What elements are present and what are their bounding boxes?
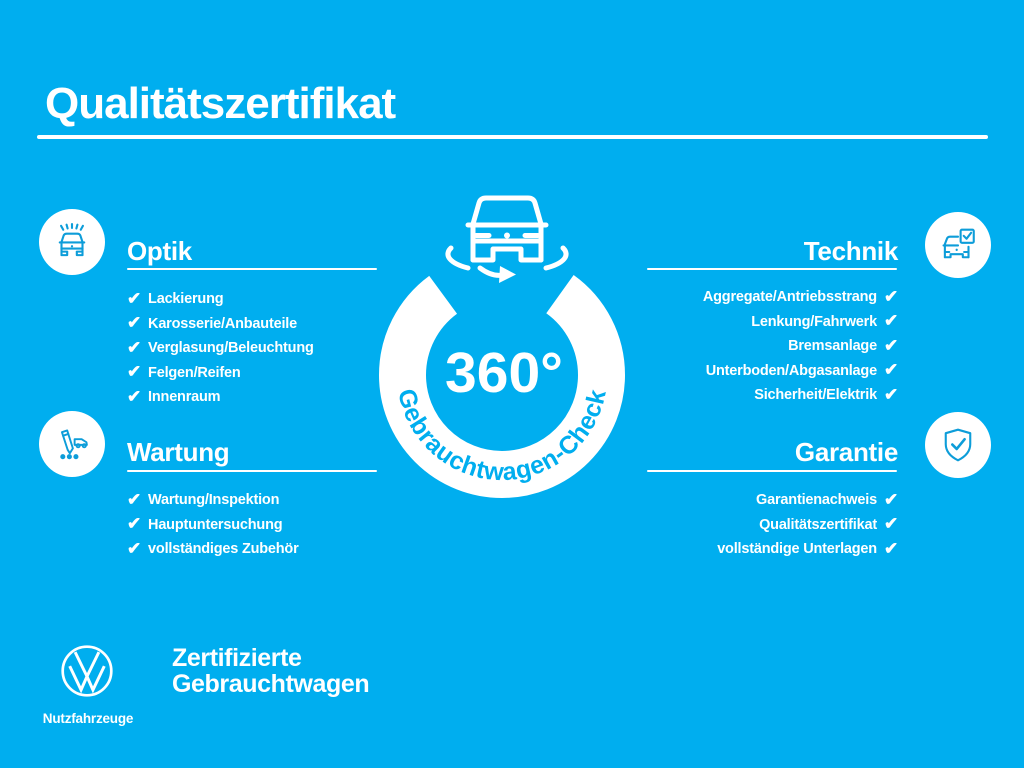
section-title-technik: Technik [803, 236, 899, 266]
checklist-optik: ✔ Lackierung ✔ Karosserie/Anbauteile ✔ Verg… [127, 287, 314, 410]
checklist-item: vollständige Unterlagen ✔ [717, 537, 898, 562]
check-icon: ✔ [883, 538, 898, 558]
checklist-item-label: Bremsanlage [788, 338, 877, 355]
checklist-item-label: Verglasung/Beleuchtung [148, 340, 314, 357]
check-icon: ✔ [127, 514, 142, 534]
checklist-item-label: Innenraum [148, 389, 221, 406]
check-icon: ✔ [127, 337, 142, 357]
footer-tagline: Zertifizierte Gebrauchtwagen [172, 644, 370, 698]
degrees-label: 360° [445, 341, 563, 405]
section-divider [647, 470, 897, 472]
checklist-item-label: Hauptuntersuchung [148, 516, 283, 533]
check-icon: ✔ [883, 360, 898, 380]
ring-shape [379, 252, 625, 498]
checklist-item: ✔ vollständiges Zubehör [127, 537, 299, 562]
checklist-item: Unterboden/Abgasanlage ✔ [706, 359, 898, 384]
check-icon: ✔ [883, 311, 898, 331]
section-divider [127, 268, 377, 270]
checklist-item: ✔ Verglasung/Beleuchtung [127, 336, 314, 361]
check-icon: ✔ [883, 489, 898, 509]
section-divider [127, 470, 377, 472]
pencil-checklist-icon [39, 411, 105, 477]
car-checkbox-icon [925, 212, 991, 278]
checklist-item: ✔ Karosserie/Anbauteile [127, 312, 314, 337]
check-icon: ✔ [883, 384, 898, 404]
checklist-item: Sicherheit/Elektrik ✔ [754, 383, 898, 408]
title-divider [37, 135, 988, 139]
check-icon: ✔ [127, 386, 142, 406]
checklist-item: ✔ Felgen/Reifen [127, 361, 314, 386]
checklist-item: ✔ Innenraum [127, 385, 314, 410]
checklist-item: Aggregate/Antriebsstrang ✔ [703, 285, 898, 310]
checklist-item-label: vollständige Unterlagen [717, 541, 877, 558]
checklist-technik: Aggregate/Antriebsstrang ✔ Lenkung/Fahrwe… [703, 285, 898, 408]
checklist-item-label: Aggregate/Antriebsstrang [702, 289, 877, 306]
check-icon: ✔ [883, 514, 898, 534]
checklist-item: Lenkung/Fahrwerk ✔ [751, 310, 898, 335]
checklist-item-label: Lackierung [148, 291, 224, 308]
checklist-item: ✔ Hauptuntersuchung [127, 513, 299, 538]
checklist-wartung: ✔ Wartung/Inspektion ✔ Hauptuntersuchung ✔… [127, 488, 299, 562]
check-icon: ✔ [127, 362, 142, 382]
checklist-item-label: Karosserie/Anbauteile [148, 315, 297, 332]
checklist-garantie: Garantienachweis ✔ Qualitätszertifikat ✔ v… [717, 488, 898, 562]
checklist-item: Qualitätszertifikat ✔ [759, 513, 898, 538]
page-title: Qualitätszertifikat [45, 79, 396, 129]
checklist-item-label: Felgen/Reifen [148, 364, 241, 381]
checklist-item: Garantienachweis ✔ [756, 488, 898, 513]
brand-label: Nutzfahrzeuge [42, 711, 134, 726]
section-title-wartung: Wartung [127, 437, 230, 467]
checklist-item-label: Unterboden/Abgasanlage [705, 362, 877, 379]
check-icon: ✔ [127, 288, 142, 308]
check-icon: ✔ [127, 489, 142, 509]
section-title-garantie: Garantie [794, 437, 898, 467]
checklist-item-label: Sicherheit/Elektrik [754, 387, 877, 404]
checklist-item-label: vollständiges Zubehör [148, 541, 299, 558]
footer-tagline-line2: Gebrauchtwagen [172, 669, 370, 698]
checklist-item: ✔ Lackierung [127, 287, 314, 312]
checklist-item-label: Wartung/Inspektion [148, 492, 280, 509]
section-title-optik: Optik [127, 236, 192, 266]
van-rotation-icon [445, 195, 569, 283]
section-divider [647, 268, 897, 270]
checklist-item: ✔ Wartung/Inspektion [127, 488, 299, 513]
checklist-item-label: Lenkung/Fahrwerk [751, 313, 877, 330]
checklist-item-label: Garantienachweis [756, 492, 877, 509]
center-360-graphic: 360° Gebrauchtwagen-Check [352, 168, 654, 525]
car-shine-icon [39, 209, 105, 275]
check-icon: ✔ [127, 313, 142, 333]
vw-logo [61, 645, 113, 697]
checklist-item-label: Qualitätszertifikat [759, 516, 877, 533]
check-icon: ✔ [883, 286, 898, 306]
checklist-item: Bremsanlage ✔ [788, 334, 898, 359]
check-icon: ✔ [883, 335, 898, 355]
check-icon: ✔ [127, 538, 142, 558]
footer-tagline-line1: Zertifizierte [172, 644, 302, 672]
shield-check-icon [925, 412, 991, 478]
